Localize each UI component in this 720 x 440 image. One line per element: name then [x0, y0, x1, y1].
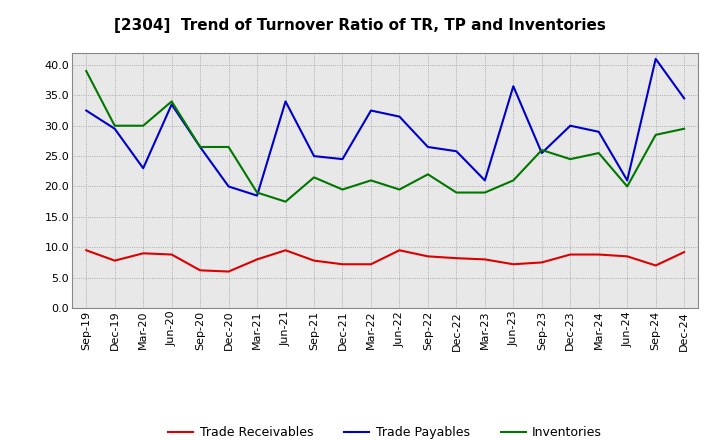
- Trade Receivables: [225, 269, 233, 274]
- Trade Payables: [310, 154, 318, 159]
- Legend: Trade Receivables, Trade Payables, Inventories: Trade Receivables, Trade Payables, Inven…: [163, 422, 607, 440]
- Inventories: [366, 178, 375, 183]
- Trade Receivables: [652, 263, 660, 268]
- Trade Payables: [110, 126, 119, 132]
- Inventories: [110, 123, 119, 128]
- Trade Receivables: [680, 249, 688, 255]
- Text: [2304]  Trend of Turnover Ratio of TR, TP and Inventories: [2304] Trend of Turnover Ratio of TR, TP…: [114, 18, 606, 33]
- Trade Receivables: [366, 262, 375, 267]
- Trade Receivables: [282, 248, 290, 253]
- Trade Payables: [366, 108, 375, 113]
- Trade Payables: [196, 144, 204, 150]
- Inventories: [452, 190, 461, 195]
- Inventories: [595, 150, 603, 156]
- Trade Receivables: [310, 258, 318, 263]
- Inventories: [167, 99, 176, 104]
- Trade Payables: [595, 129, 603, 135]
- Inventories: [509, 178, 518, 183]
- Trade Payables: [253, 193, 261, 198]
- Trade Payables: [139, 165, 148, 171]
- Trade Receivables: [537, 260, 546, 265]
- Trade Payables: [480, 178, 489, 183]
- Inventories: [253, 190, 261, 195]
- Inventories: [652, 132, 660, 137]
- Trade Payables: [623, 178, 631, 183]
- Trade Payables: [566, 123, 575, 128]
- Trade Payables: [509, 84, 518, 89]
- Line: Inventories: Inventories: [86, 71, 684, 202]
- Trade Receivables: [167, 252, 176, 257]
- Trade Receivables: [82, 248, 91, 253]
- Trade Payables: [395, 114, 404, 119]
- Trade Receivables: [452, 256, 461, 261]
- Trade Receivables: [623, 254, 631, 259]
- Trade Payables: [452, 149, 461, 154]
- Trade Payables: [82, 108, 91, 113]
- Inventories: [623, 184, 631, 189]
- Trade Payables: [225, 184, 233, 189]
- Inventories: [480, 190, 489, 195]
- Inventories: [310, 175, 318, 180]
- Trade Receivables: [338, 262, 347, 267]
- Inventories: [423, 172, 432, 177]
- Trade Payables: [338, 157, 347, 162]
- Trade Receivables: [480, 257, 489, 262]
- Trade Receivables: [509, 262, 518, 267]
- Inventories: [225, 144, 233, 150]
- Trade Payables: [680, 96, 688, 101]
- Line: Trade Payables: Trade Payables: [86, 59, 684, 196]
- Trade Receivables: [595, 252, 603, 257]
- Trade Payables: [423, 144, 432, 150]
- Inventories: [282, 199, 290, 204]
- Inventories: [537, 147, 546, 153]
- Trade Payables: [282, 99, 290, 104]
- Trade Receivables: [423, 254, 432, 259]
- Inventories: [139, 123, 148, 128]
- Inventories: [680, 126, 688, 132]
- Trade Receivables: [110, 258, 119, 263]
- Trade Receivables: [395, 248, 404, 253]
- Inventories: [338, 187, 347, 192]
- Inventories: [196, 144, 204, 150]
- Trade Receivables: [566, 252, 575, 257]
- Inventories: [395, 187, 404, 192]
- Line: Trade Receivables: Trade Receivables: [86, 250, 684, 271]
- Trade Payables: [167, 102, 176, 107]
- Trade Payables: [537, 150, 546, 156]
- Trade Payables: [652, 56, 660, 62]
- Inventories: [82, 68, 91, 73]
- Trade Receivables: [196, 268, 204, 273]
- Trade Receivables: [253, 257, 261, 262]
- Inventories: [566, 157, 575, 162]
- Trade Receivables: [139, 251, 148, 256]
